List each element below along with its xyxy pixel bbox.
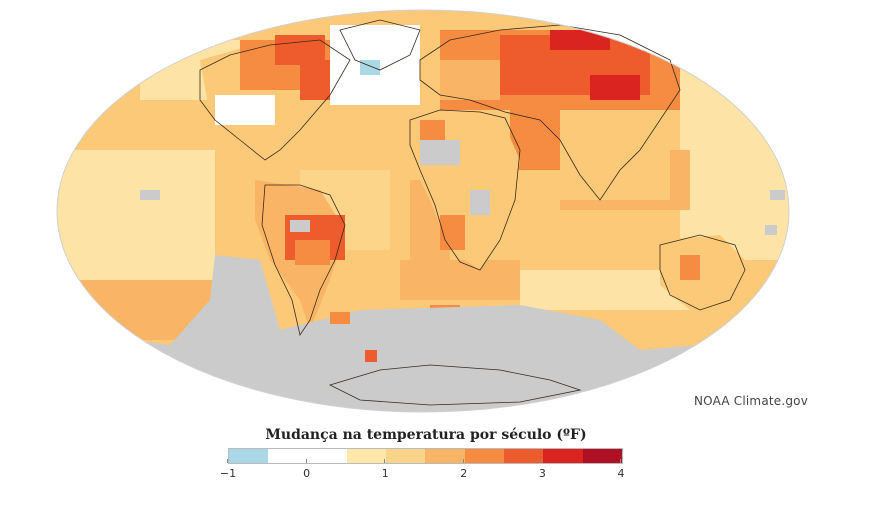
nodata-cell-3 xyxy=(765,225,777,235)
legend-swatch xyxy=(346,449,387,463)
legend-swatch xyxy=(386,449,426,463)
legend-tick-label: −1 xyxy=(219,467,237,480)
legend-swatch xyxy=(464,449,505,463)
coastlines xyxy=(199,19,746,406)
land-africa-north-warm xyxy=(420,120,445,140)
legend-swatch xyxy=(504,449,544,463)
legend-swatch xyxy=(543,449,583,463)
cool-patch xyxy=(360,60,380,75)
land-australia-warm xyxy=(680,255,700,280)
land-australia xyxy=(660,235,745,310)
legend-swatch xyxy=(425,449,465,463)
land-europe xyxy=(440,60,500,100)
legend-tick-mark xyxy=(620,459,621,463)
land-asia-south xyxy=(560,110,670,200)
globe-outline xyxy=(56,9,790,413)
legend-tick-label: 4 xyxy=(617,467,625,480)
legend-tick-mark xyxy=(462,459,464,463)
legend-tick-mark xyxy=(305,459,307,463)
land-siberia-hottest-2 xyxy=(590,75,640,100)
color-legend: Mudança na temperatura por século (ºF) −… xyxy=(0,420,873,507)
coast-australia xyxy=(659,234,746,311)
legend-title: Mudança na temperatura por século (ºF) xyxy=(265,427,587,443)
legend-tick: 1 xyxy=(370,459,400,480)
south-atlantic-warm xyxy=(330,312,350,324)
land-nodata-africa-2 xyxy=(470,190,490,215)
land-brazil-warm xyxy=(295,240,330,265)
coast-north-america xyxy=(199,39,351,161)
credit-label: NOAA Climate.gov xyxy=(694,394,809,408)
legend-tick-mark xyxy=(384,459,386,463)
legend-swatch xyxy=(229,449,269,463)
coast-greenland xyxy=(339,19,421,71)
ocean-patch-2 xyxy=(400,260,520,300)
legend-tick: −1 xyxy=(213,459,243,480)
nodata-cell-1 xyxy=(140,190,160,200)
land-siberia-hottest xyxy=(550,30,610,50)
legend-tick-label: 2 xyxy=(460,467,468,480)
legend-tick-label: 3 xyxy=(538,467,546,480)
coast-south-america xyxy=(261,184,346,336)
nodata-cell-2 xyxy=(770,190,785,200)
coast-africa xyxy=(409,109,521,271)
legend-swatch xyxy=(582,449,622,463)
legend-tick-mark xyxy=(541,459,543,463)
land-nodata-africa-1 xyxy=(420,140,460,165)
legend-tick: 2 xyxy=(449,459,479,480)
legend-tick-label: 0 xyxy=(303,467,311,480)
world-temperature-map: NOAA Climate.gov xyxy=(56,9,809,413)
land-nodata-sa xyxy=(290,220,310,232)
legend-tick: 0 xyxy=(292,459,322,480)
map-fill-layer xyxy=(57,10,789,412)
legend-swatch xyxy=(268,449,308,463)
legend-ticks: −1 0 1 2 3 4 xyxy=(220,459,625,493)
coast-antarctica xyxy=(328,364,582,406)
legend-tick-mark xyxy=(227,459,228,463)
legend-tick: 3 xyxy=(527,459,557,480)
legend-tick: 4 xyxy=(606,459,636,480)
antarctic-peninsula-hot xyxy=(365,350,377,362)
land-africa-south-warm xyxy=(440,215,465,250)
ocean-light-pacific-east xyxy=(57,150,215,280)
map-svg xyxy=(56,9,790,413)
legend-swatch xyxy=(307,449,347,463)
land-us-cool xyxy=(215,95,275,125)
legend-tick-label: 1 xyxy=(381,467,389,480)
legend-color-bar xyxy=(228,448,623,464)
